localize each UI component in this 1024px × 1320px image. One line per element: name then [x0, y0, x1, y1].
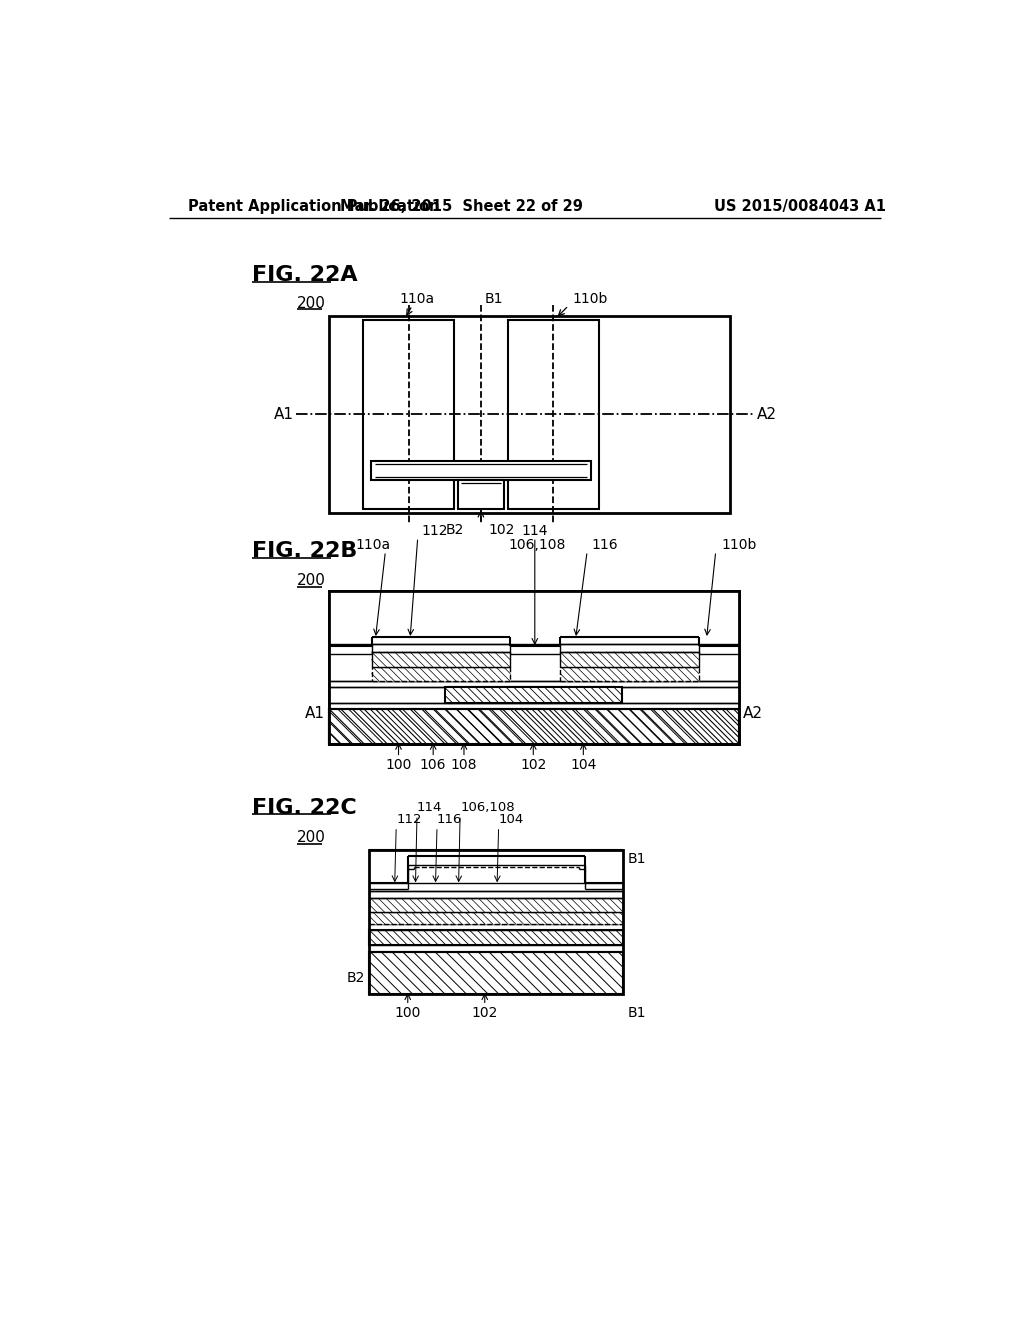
Text: 200: 200	[297, 296, 326, 310]
Bar	[370, 850, 624, 994]
Text: 102: 102	[488, 523, 515, 536]
Text: A1: A1	[305, 706, 326, 721]
Bar	[372, 652, 510, 668]
Bar	[371, 461, 591, 480]
Text: A2: A2	[758, 407, 777, 421]
Text: 106: 106	[420, 758, 446, 772]
Text: 116: 116	[591, 539, 617, 552]
Bar	[444, 688, 622, 702]
Text: FIG. 22C: FIG. 22C	[252, 797, 357, 817]
Text: 110a: 110a	[399, 292, 434, 306]
Text: 100: 100	[394, 1006, 421, 1020]
Text: 112: 112	[396, 813, 422, 825]
Text: 112: 112	[422, 524, 449, 539]
Text: Patent Application Publication: Patent Application Publication	[188, 198, 440, 214]
Bar	[370, 912, 624, 924]
Text: B1: B1	[628, 1006, 646, 1020]
Text: 114: 114	[521, 524, 548, 539]
Text: 102: 102	[472, 1006, 498, 1020]
Bar	[330, 317, 730, 512]
Text: 114: 114	[417, 801, 442, 814]
Bar	[508, 321, 599, 508]
Text: 108: 108	[451, 758, 477, 772]
Text: B2: B2	[445, 523, 464, 536]
Bar	[330, 591, 739, 743]
Text: 200: 200	[297, 830, 326, 845]
Text: A2: A2	[742, 706, 763, 721]
Bar	[458, 480, 504, 508]
Text: FIG. 22B: FIG. 22B	[252, 541, 357, 561]
Bar	[370, 929, 624, 945]
Text: 106,108: 106,108	[509, 539, 566, 552]
Bar	[370, 952, 624, 994]
Bar	[364, 321, 454, 508]
Bar	[560, 652, 698, 668]
Bar	[449, 688, 614, 702]
Text: B1: B1	[628, 853, 646, 866]
Text: 104: 104	[570, 758, 597, 772]
Text: 200: 200	[297, 573, 326, 587]
Text: US 2015/0084043 A1: US 2015/0084043 A1	[715, 198, 887, 214]
Text: B1: B1	[484, 292, 503, 306]
Text: FIG. 22A: FIG. 22A	[252, 265, 357, 285]
Text: 100: 100	[385, 758, 412, 772]
Bar	[330, 709, 739, 743]
Text: A1: A1	[273, 407, 294, 421]
Bar	[330, 591, 739, 743]
Text: Mar. 26, 2015  Sheet 22 of 29: Mar. 26, 2015 Sheet 22 of 29	[340, 198, 583, 214]
Bar	[370, 899, 624, 912]
Text: 110b: 110b	[572, 292, 608, 306]
Text: 104: 104	[499, 813, 524, 825]
Bar	[330, 702, 739, 709]
Bar	[372, 668, 510, 681]
Text: 106,108: 106,108	[460, 801, 515, 814]
Text: 116: 116	[437, 813, 463, 825]
Bar	[560, 668, 698, 681]
Bar	[330, 709, 739, 743]
Text: B2: B2	[347, 972, 366, 986]
Text: 110a: 110a	[355, 539, 391, 552]
Bar	[370, 850, 624, 994]
Bar	[330, 591, 739, 743]
Text: 110b: 110b	[722, 539, 758, 552]
Text: 102: 102	[520, 758, 547, 772]
